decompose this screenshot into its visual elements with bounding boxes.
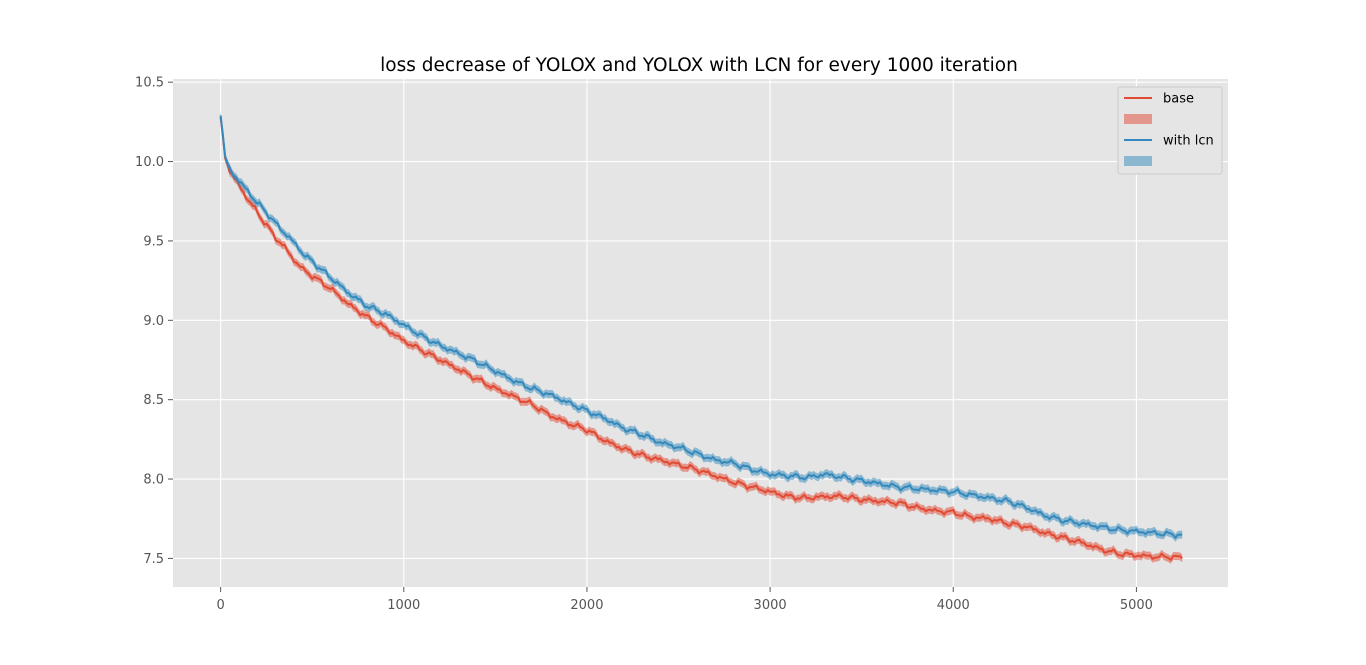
legend-band-swatch [1124,156,1152,166]
series-band-base [220,113,1183,564]
y-tick-label: 7.5 [143,552,164,567]
plot-area [173,79,1228,587]
x-tick-label: 5000 [1120,598,1153,613]
y-tick-label: 8.0 [143,473,164,488]
legend: base with lcn [1117,86,1223,175]
x-tick-label: 3000 [754,598,787,613]
series-line-with-lcn [219,115,1183,539]
y-tick-label: 10.5 [135,76,164,91]
x-tick-label: 1000 [387,598,420,613]
legend-label: base [1163,92,1194,107]
axes: 0 1000 2000 3000 4000 5000 7.5 8.0 8.5 9.0 9.5 10.0… [135,76,1153,613]
x-tick-label: 0 [216,598,224,613]
chart-title: loss decrease of YOLOX and YOLOX with LC… [380,55,1018,76]
y-tick-label: 10.0 [135,155,164,170]
legend-box [1117,86,1223,175]
x-tick-label: 4000 [937,598,970,613]
legend-label: with lcn [1163,134,1214,149]
x-tick-label: 2000 [570,598,603,613]
y-tick-label: 9.0 [143,314,164,329]
series-line-base [219,116,1183,561]
y-tick-label: 9.5 [143,234,164,249]
legend-band-swatch [1124,114,1152,124]
y-tick-label: 8.5 [143,393,164,408]
plot-background [173,79,1228,587]
